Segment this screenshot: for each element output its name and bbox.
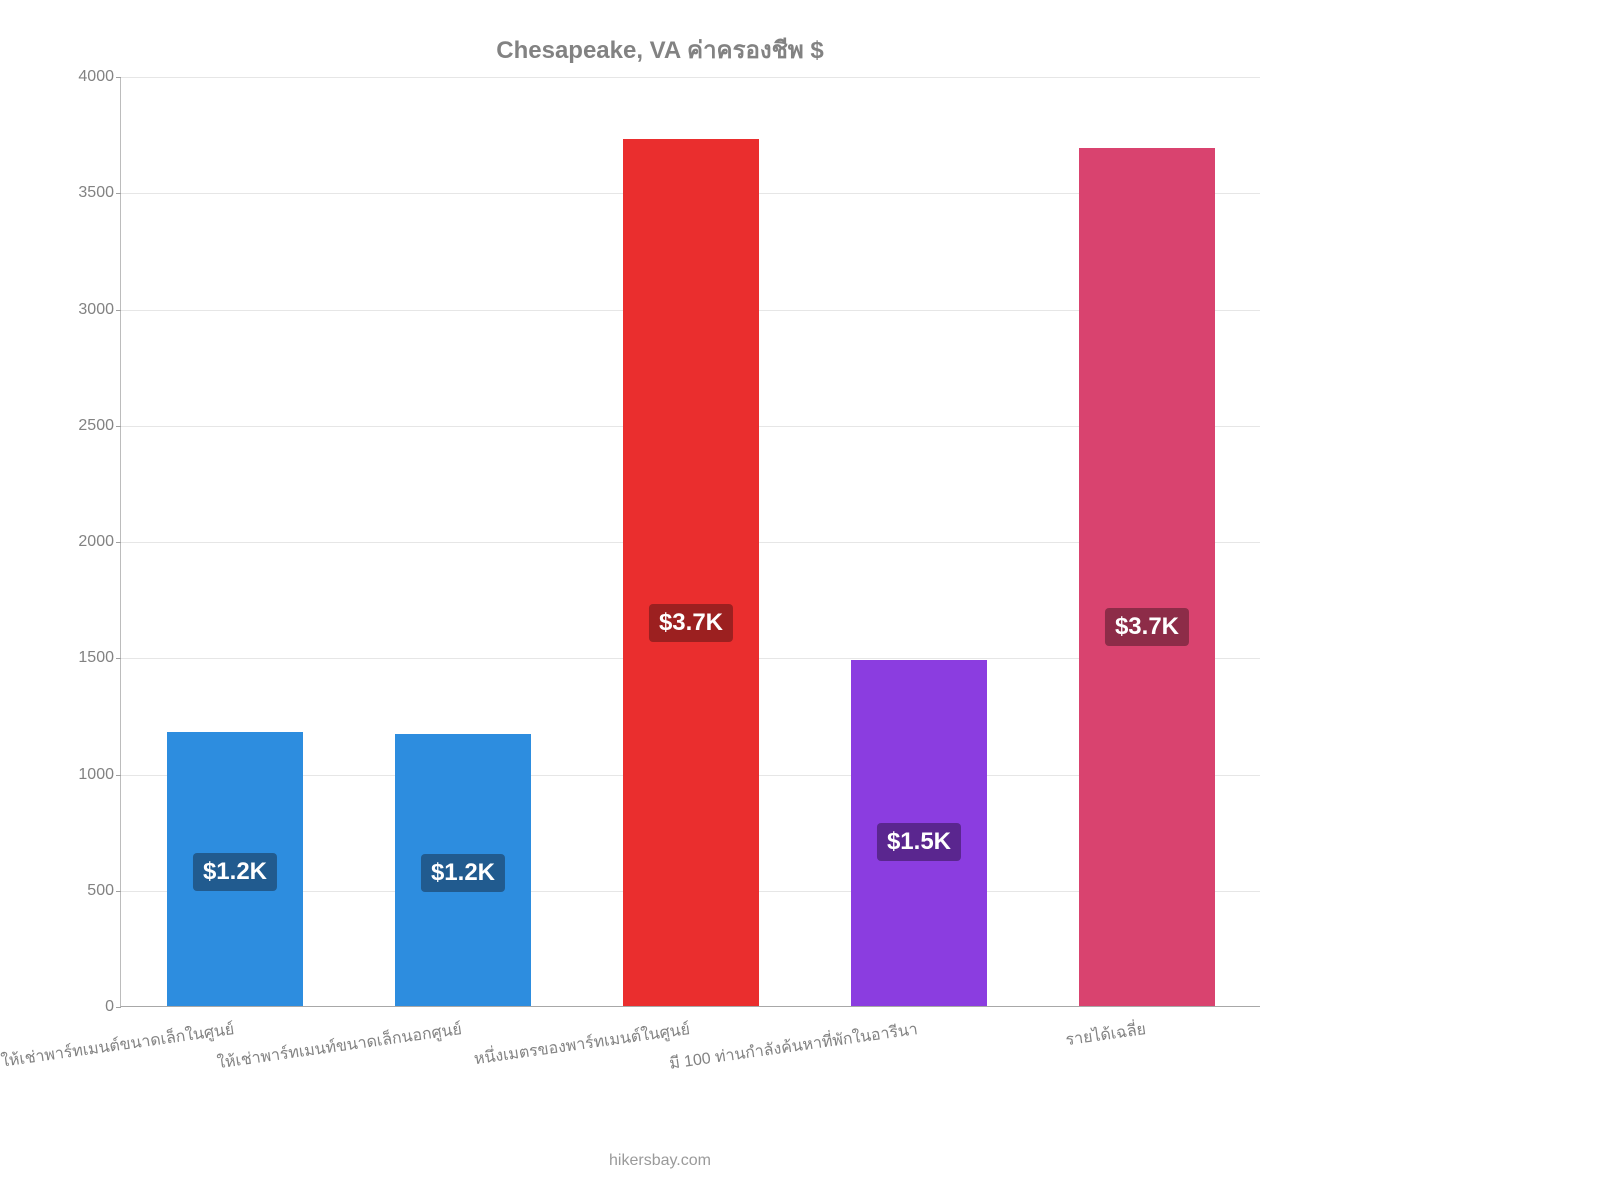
bar-value-label: $1.2K	[193, 853, 277, 891]
y-tick-label: 2000	[66, 533, 114, 551]
plot-area: 05001000150020002500300035004000$1.2K$1.…	[120, 77, 1260, 1007]
y-tick-mark	[116, 193, 121, 194]
x-tick-label: หนึ่งเมตรของพาร์ทเมนต์ในศูนย์	[472, 1017, 691, 1072]
y-tick-mark	[116, 542, 121, 543]
y-tick-label: 3000	[66, 301, 114, 319]
bar-value-label: $3.7K	[649, 604, 733, 642]
footer-text: hikersbay.com	[609, 1152, 711, 1169]
x-tick-label: ให้เช่าพาร์ทเมนท์ขนาดเล็กนอกศูนย์	[216, 1017, 464, 1076]
y-tick-label: 4000	[66, 68, 114, 86]
y-tick-label: 1000	[66, 766, 114, 784]
x-tick-label: รายได้เฉลี่ย	[1064, 1017, 1148, 1053]
x-label-holder: รายได้เฉลี่ย	[120, 1007, 1146, 1008]
bar-value-label: $1.5K	[877, 823, 961, 861]
y-tick-mark	[116, 775, 121, 776]
bar: $1.2K	[167, 732, 304, 1006]
y-tick-label: 0	[66, 998, 114, 1016]
bar-value-label: $3.7K	[1105, 608, 1189, 646]
y-tick-label: 2500	[66, 417, 114, 435]
y-tick-mark	[116, 77, 121, 78]
y-tick-mark	[116, 658, 121, 659]
bar: $3.7K	[623, 139, 760, 1006]
grid-line	[121, 77, 1260, 78]
y-tick-label: 1500	[66, 649, 114, 667]
x-axis-labels: ให้เช่าพาร์ทเมนต์ขนาดเล็กในศูนย์ให้เช่าพ…	[120, 1007, 1260, 1087]
chart-footer: hikersbay.com	[60, 1152, 1260, 1170]
y-tick-mark	[116, 310, 121, 311]
bar: $1.5K	[851, 660, 988, 1006]
x-tick-label: ให้เช่าพาร์ทเมนต์ขนาดเล็กในศูนย์	[0, 1017, 236, 1074]
y-tick-mark	[116, 426, 121, 427]
chart-title: Chesapeake, VA ค่าครองชีพ $	[60, 30, 1260, 69]
x-tick-label: มี 100 ท่านกำลังค้นหาที่พักในอารีนา	[668, 1017, 920, 1077]
bar-value-label: $1.2K	[421, 854, 505, 892]
bar: $3.7K	[1079, 148, 1216, 1006]
y-tick-label: 3500	[66, 184, 114, 202]
bar: $1.2K	[395, 734, 532, 1006]
y-tick-label: 500	[66, 882, 114, 900]
chart-container: Chesapeake, VA ค่าครองชีพ $ 050010001500…	[60, 30, 1260, 1090]
y-tick-mark	[116, 891, 121, 892]
